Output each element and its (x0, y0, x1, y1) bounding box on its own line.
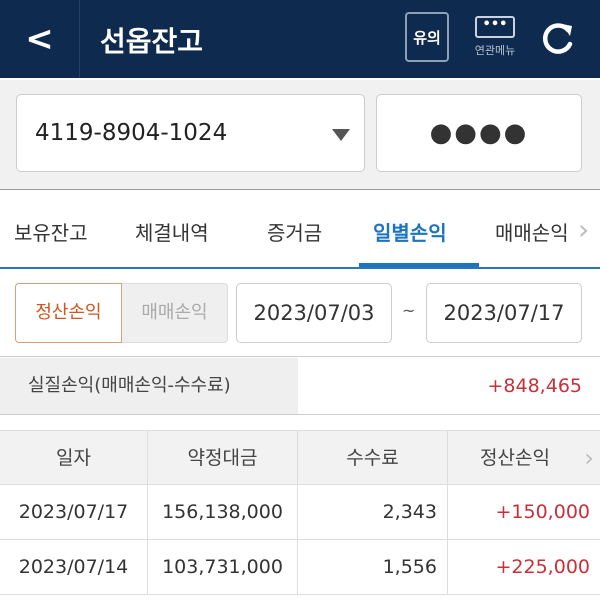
toggle-settlement-pnl[interactable]: 정산손익 (15, 283, 122, 343)
related-menu-button[interactable]: ••• 연관메뉴 (470, 16, 520, 58)
password-field[interactable]: ●●●● (376, 94, 582, 172)
table-header: 일자 약정대금 수수료 정산손익 › (0, 430, 600, 485)
cell-contract-amount: 103,731,000 (148, 540, 298, 594)
pnl-table: 일자 약정대금 수수료 정산손익 › 2023/07/17 156,138,000… (0, 430, 600, 595)
account-number: 4119-8904-1024 (35, 120, 228, 146)
related-menu-label: 연관메뉴 (474, 44, 516, 57)
toggle-trading-pnl[interactable]: 매매손익 (122, 283, 228, 343)
summary-row: 실질손익(매매손익-수수료) +848,465 (0, 358, 600, 415)
tab-holdings[interactable]: 보유잔고 (14, 221, 88, 245)
cell-settlement-pnl: +225,000 (495, 556, 591, 578)
col-settlement-pnl: 정산손익 › (448, 431, 600, 484)
notice-button[interactable]: 유의 (405, 12, 449, 62)
account-bar: 4119-8904-1024 ●●●● (0, 80, 600, 190)
filter-bar: 정산손익 매매손익 2023/07/03 ~ 2023/07/17 (0, 271, 600, 357)
cell-contract-amount: 156,138,000 (148, 485, 298, 539)
col-date: 일자 (0, 431, 148, 484)
col-fee: 수수료 (298, 431, 448, 484)
cell-settlement-pnl: +150,000 (495, 501, 591, 523)
cell-date: 2023/07/17 (0, 485, 148, 539)
summary-value: +848,465 (487, 375, 583, 397)
tab-bar: 보유잔고 체결내역 증거금 일별손익 매매손익 › (0, 191, 600, 269)
ellipsis-icon: ••• (475, 16, 515, 38)
start-date-input[interactable]: 2023/07/03 (236, 283, 392, 343)
tab-daily-pnl[interactable]: 일별손익 (373, 221, 447, 245)
date-separator: ~ (402, 301, 416, 320)
tab-margin[interactable]: 증거금 (267, 221, 323, 245)
table-row[interactable]: 2023/07/17 156,138,000 2,343 +150,000 (0, 485, 600, 540)
table-row[interactable]: 2023/07/14 103,731,000 1,556 +225,000 (0, 540, 600, 595)
cell-fee: 1,556 (298, 540, 448, 594)
end-date-input[interactable]: 2023/07/17 (426, 283, 582, 343)
col-settlement-pnl-label: 정산손익 (480, 447, 550, 469)
refresh-icon[interactable] (538, 20, 576, 58)
app-header: < 선옵잔고 유의 ••• 연관메뉴 (0, 0, 600, 78)
summary-label: 실질손익(매매손익-수수료) (0, 358, 298, 414)
tab-executions[interactable]: 체결내역 (135, 221, 209, 245)
back-button[interactable]: < (0, 0, 80, 78)
page-title: 선옵잔고 (100, 25, 204, 58)
chevron-right-icon[interactable]: › (578, 213, 590, 246)
cell-date: 2023/07/14 (0, 540, 148, 594)
tab-trading-pnl[interactable]: 매매손익 (495, 221, 569, 245)
chevron-right-icon[interactable]: › (584, 444, 594, 472)
col-contract-amount: 약정대금 (148, 431, 298, 484)
caret-down-icon (332, 129, 350, 141)
chevron-left-icon: < (25, 19, 54, 59)
active-tab-indicator (359, 263, 479, 267)
account-select[interactable]: 4119-8904-1024 (16, 94, 365, 172)
cell-fee: 2,343 (298, 485, 448, 539)
